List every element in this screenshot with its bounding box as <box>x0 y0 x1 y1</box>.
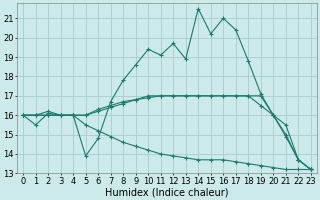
X-axis label: Humidex (Indice chaleur): Humidex (Indice chaleur) <box>105 187 229 197</box>
